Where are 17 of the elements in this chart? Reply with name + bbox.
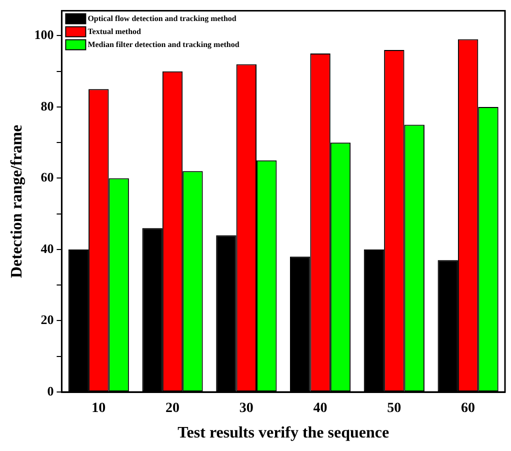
legend-label: Optical flow detection and tracking method [88, 14, 237, 23]
y-tick-label: 0 [47, 383, 54, 398]
y-tick-label: 20 [40, 312, 54, 328]
x-tick-label: 60 [461, 401, 476, 416]
x-tick-label: 30 [239, 401, 254, 416]
x-tick-label: 10 [92, 401, 106, 416]
y-tick-label: 80 [40, 98, 54, 114]
x-tick-label: 40 [313, 401, 328, 416]
x-axis-title: Test results verify the sequence [178, 424, 390, 442]
y-tick-label: 100 [34, 27, 54, 42]
y-tick-label: 60 [40, 170, 54, 185]
y-tick-label: 40 [40, 240, 54, 256]
legend-label: Textual method [88, 26, 142, 36]
y-axis-title: Detection range/frame [8, 124, 26, 278]
legend-label: Median filter detection and tracking method [88, 40, 240, 49]
x-tick-label: 50 [387, 401, 402, 416]
x-tick-label: 20 [166, 401, 180, 416]
